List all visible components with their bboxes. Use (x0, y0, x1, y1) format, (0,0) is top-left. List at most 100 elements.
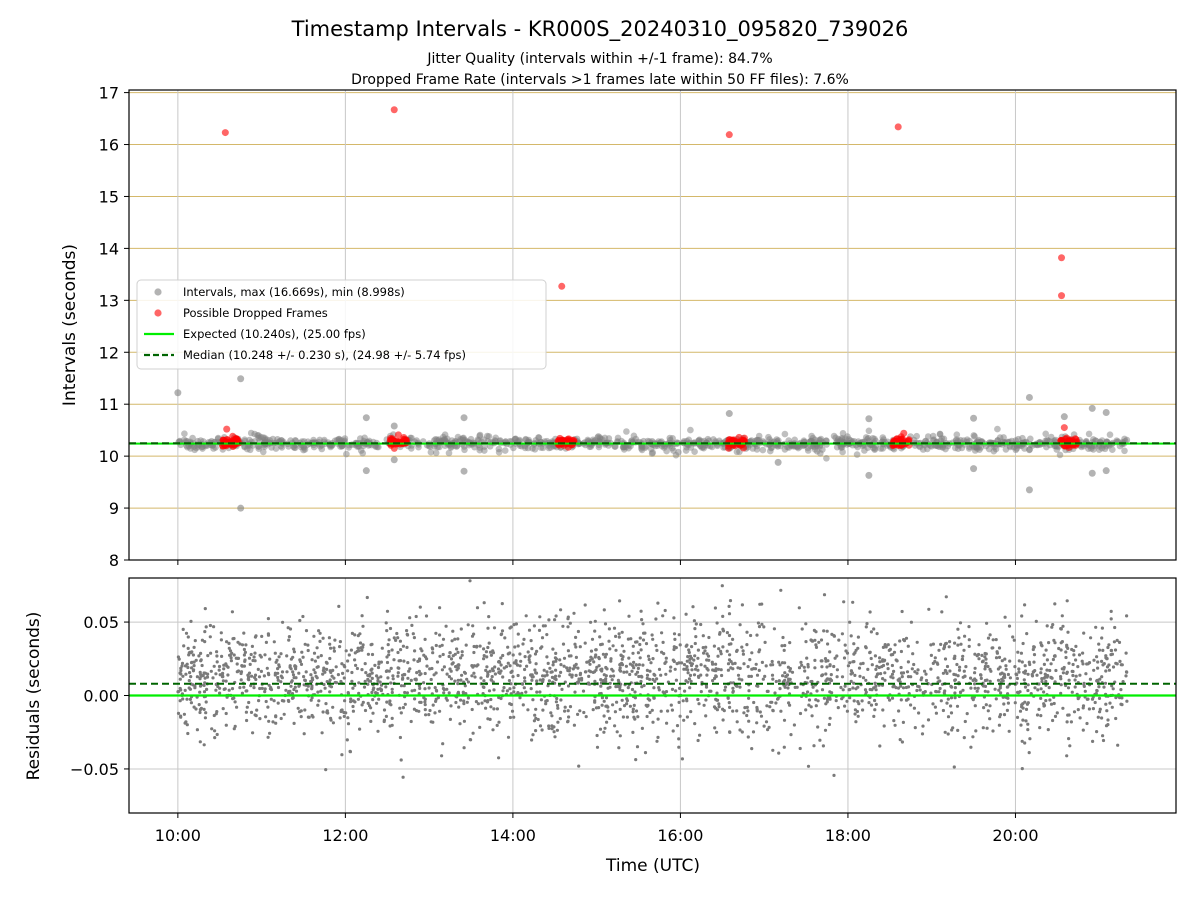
residual-point (832, 773, 836, 778)
residual-point (764, 664, 768, 668)
residual-point (692, 673, 697, 677)
residual-point (249, 652, 253, 657)
residual-point (696, 674, 701, 678)
residual-point (649, 661, 653, 665)
residual-point (265, 666, 269, 670)
residual-point (625, 702, 629, 706)
residual-point (560, 687, 564, 692)
residual-point (714, 674, 718, 678)
residual-point (693, 641, 697, 646)
residual-point (1039, 687, 1043, 691)
interval-point (1085, 430, 1093, 438)
residual-point (1026, 672, 1030, 676)
residual-point (1035, 713, 1040, 717)
residual-point (316, 690, 320, 694)
residual-point (617, 746, 621, 750)
residual-point (312, 634, 316, 638)
residual-point (824, 659, 828, 663)
residual-point (989, 669, 993, 673)
residual-point (500, 602, 504, 606)
interval-point (481, 443, 488, 450)
residual-point (953, 691, 957, 695)
residual-point (1060, 614, 1064, 618)
residual-point (327, 636, 331, 640)
residual-point (456, 650, 460, 655)
residual-point (592, 660, 596, 664)
residual-point (1066, 713, 1070, 717)
residual-point (292, 650, 296, 654)
residual-point (603, 622, 608, 626)
residual-point (1007, 624, 1012, 628)
interval-point (1109, 446, 1116, 454)
residual-point (751, 730, 756, 734)
residual-point (323, 670, 327, 674)
residual-point (384, 621, 388, 625)
residual-point (559, 698, 563, 702)
residual-point (824, 672, 828, 676)
interval-point (511, 435, 519, 443)
residual-point (1071, 662, 1075, 667)
residual-point (991, 646, 995, 650)
residual-point (998, 686, 1002, 690)
residual-point (641, 622, 645, 626)
residual-point (203, 716, 207, 720)
residual-point (454, 700, 458, 705)
residual-point (663, 608, 667, 613)
residual-point (806, 665, 810, 669)
residual-point (574, 655, 579, 660)
residual-point (682, 718, 686, 722)
residual-point (962, 669, 966, 673)
residual-point (497, 660, 501, 664)
residual-point (549, 670, 553, 674)
interval-point (929, 432, 937, 440)
residual-point (630, 669, 634, 673)
residual-point (341, 671, 345, 676)
residual-point (973, 682, 977, 686)
residual-point (600, 703, 604, 707)
residual-point (423, 703, 427, 707)
residual-point (562, 664, 566, 668)
residual-point (297, 671, 301, 675)
residual-point (1006, 672, 1011, 677)
residual-point (483, 699, 487, 703)
dropped-frame-outlier (223, 425, 231, 433)
residual-point (607, 627, 612, 631)
residual-point (636, 715, 640, 719)
interval-point (1056, 451, 1064, 459)
residual-point (1020, 767, 1024, 771)
residual-point (1102, 685, 1106, 689)
residual-point (1081, 728, 1085, 732)
residual-point (645, 673, 650, 677)
residual-point (328, 678, 332, 682)
residual-point (874, 688, 878, 692)
residual-point (590, 637, 595, 641)
residual-point (1076, 708, 1080, 712)
residual-point (633, 690, 637, 694)
residual-point (988, 679, 992, 683)
residual-point (1027, 751, 1031, 755)
residual-point (306, 684, 310, 688)
residual-point (983, 684, 988, 689)
interval-outlier-point (460, 467, 468, 475)
residual-point (176, 690, 181, 694)
residual-point (934, 711, 939, 715)
residual-point (438, 606, 442, 610)
residual-point (298, 658, 302, 662)
residual-point (962, 736, 966, 740)
residual-point (397, 659, 401, 663)
legend-dropped-label: Possible Dropped Frames (183, 306, 328, 320)
residual-point (957, 668, 962, 672)
residual-point (777, 679, 781, 683)
residual-point (637, 674, 641, 679)
residual-point (329, 718, 333, 722)
residual-point (568, 705, 573, 709)
residual-point (1100, 716, 1104, 720)
residual-point (1065, 670, 1069, 674)
residual-point (1101, 734, 1105, 738)
residual-point (870, 663, 874, 667)
residual-point (408, 616, 412, 620)
residual-point (1050, 625, 1054, 629)
residual-point (687, 650, 691, 655)
residual-point (944, 595, 948, 599)
